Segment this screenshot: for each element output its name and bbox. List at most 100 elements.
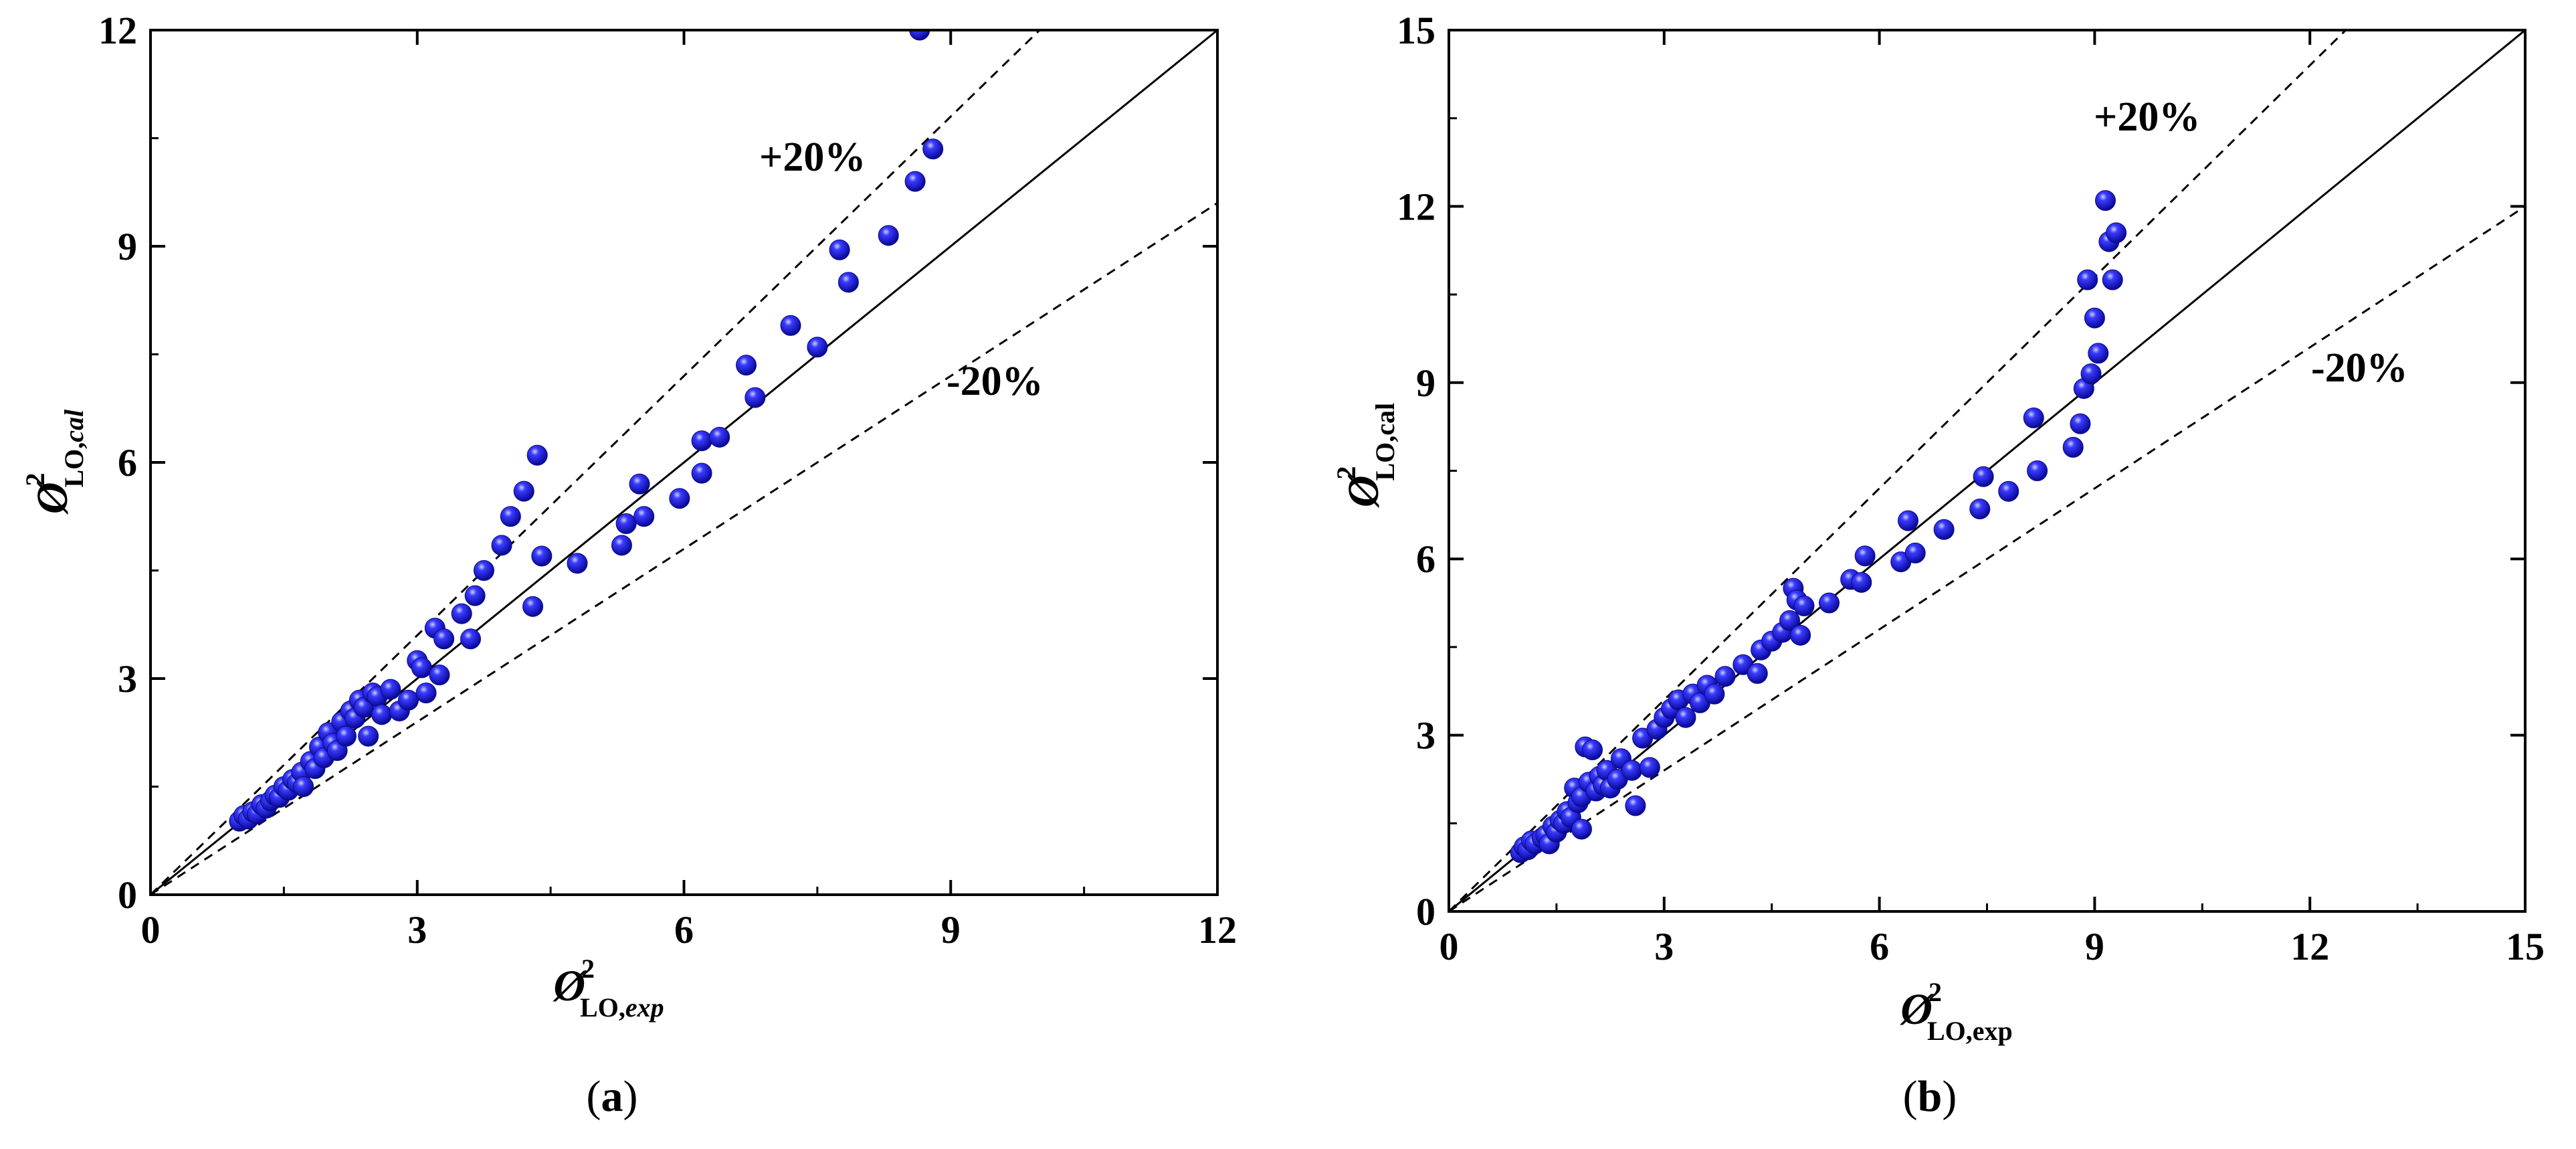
data-point bbox=[526, 444, 548, 466]
x-tick-label: 12 bbox=[1198, 908, 1237, 952]
data-point bbox=[909, 30, 930, 41]
data-point bbox=[2106, 222, 2127, 244]
annotation-minus20: -20% bbox=[2311, 345, 2408, 391]
data-point bbox=[904, 171, 926, 192]
data-point bbox=[2077, 269, 2098, 290]
data-point bbox=[2070, 413, 2091, 434]
data-point bbox=[491, 535, 512, 556]
reference-line-minus20 bbox=[151, 202, 1217, 895]
data-point bbox=[1747, 662, 1768, 684]
data-point bbox=[878, 225, 899, 246]
data-point bbox=[433, 628, 455, 650]
data-point bbox=[807, 337, 828, 358]
reference-line-minus20 bbox=[1449, 205, 2525, 911]
y-tick-label: 0 bbox=[118, 873, 137, 917]
data-point bbox=[451, 603, 472, 624]
data-point bbox=[2084, 307, 2105, 329]
data-point bbox=[2023, 407, 2044, 428]
data-point bbox=[1819, 592, 1840, 614]
data-point bbox=[1973, 466, 1994, 487]
y-tick-label: 12 bbox=[1397, 185, 1435, 228]
data-point bbox=[633, 506, 655, 527]
annotation-plus20: +20% bbox=[759, 135, 866, 180]
data-point bbox=[380, 679, 401, 700]
data-point bbox=[2094, 190, 2116, 211]
x-axis-label: Ø2 LO,exp bbox=[1899, 977, 2012, 1046]
y-tick-label: 3 bbox=[1416, 714, 1435, 758]
y-tick-label: 0 bbox=[1416, 890, 1435, 934]
data-point bbox=[1675, 707, 1696, 728]
data-point bbox=[1621, 760, 1643, 781]
data-point bbox=[1898, 510, 1919, 531]
x-axis-label: Ø2 LO,exp bbox=[552, 954, 664, 1023]
data-point bbox=[1779, 610, 1801, 631]
data-point bbox=[1704, 683, 1725, 705]
x-tick-label: 6 bbox=[674, 908, 694, 952]
panel-b: 0 3 6 9 12 15 0 3 6 9 12 15 +20% -20% Ø2 LO,exp Ø2 LO,cal… bbox=[1331, 9, 2545, 1121]
axis-ticks: 0 3 6 9 12 0 3 6 9 12 bbox=[98, 9, 1237, 952]
data-point bbox=[1639, 757, 1660, 778]
data-point bbox=[464, 585, 486, 606]
x-tick-label: 12 bbox=[2290, 925, 2329, 968]
data-point bbox=[709, 426, 730, 448]
x-tick-label: 0 bbox=[141, 908, 161, 952]
data-point bbox=[2088, 343, 2109, 364]
y-axis-label: Ø2 LO,cal bbox=[1331, 403, 1400, 509]
x-tick-label: 9 bbox=[2085, 925, 2104, 968]
data-point bbox=[1904, 542, 1926, 563]
data-point bbox=[1582, 739, 1603, 761]
annotation-minus20: -20% bbox=[947, 359, 1044, 404]
data-point bbox=[473, 560, 494, 581]
data-point bbox=[2027, 460, 2048, 481]
x-tick-label: 3 bbox=[1654, 925, 1674, 968]
data-point bbox=[615, 513, 637, 535]
y-tick-label: 15 bbox=[1397, 9, 1435, 52]
data-point bbox=[1571, 818, 1592, 840]
x-tick-label: 9 bbox=[941, 908, 961, 952]
y-tick-label: 12 bbox=[98, 9, 137, 52]
data-point bbox=[691, 462, 712, 484]
data-point bbox=[1854, 545, 1876, 567]
data-point bbox=[531, 545, 553, 567]
x-tick-label: 6 bbox=[1870, 925, 1889, 968]
data-point bbox=[736, 355, 757, 376]
y-tick-label: 3 bbox=[118, 657, 137, 701]
data-point bbox=[460, 628, 481, 650]
data-point bbox=[1714, 666, 1736, 687]
data-point bbox=[500, 506, 521, 527]
panel-a: 0 3 6 9 12 0 3 6 9 12 +20% -20% Ø2 LO,exp Ø2 LO,cal (a) bbox=[20, 9, 1237, 1121]
y-tick-label: 9 bbox=[1416, 361, 1435, 405]
data-point bbox=[1793, 595, 1815, 616]
data-point bbox=[1625, 795, 1646, 816]
data-points bbox=[229, 30, 944, 832]
data-point bbox=[522, 596, 544, 617]
data-point bbox=[411, 657, 432, 679]
x-tick-label: 0 bbox=[1440, 925, 1459, 968]
data-point bbox=[2080, 363, 2102, 385]
data-point bbox=[397, 689, 419, 711]
data-point bbox=[780, 315, 801, 336]
data-point bbox=[829, 239, 850, 260]
annotation-plus20: +20% bbox=[2094, 94, 2200, 140]
data-point bbox=[1969, 499, 1991, 520]
axis-ticks: 0 3 6 9 12 15 0 3 6 9 12 15 bbox=[1397, 9, 2545, 968]
data-point bbox=[611, 535, 632, 556]
data-point bbox=[1998, 480, 2019, 502]
data-point bbox=[1851, 571, 1872, 593]
data-point bbox=[1790, 624, 1811, 646]
data-point bbox=[691, 430, 712, 452]
y-tick-label: 9 bbox=[118, 225, 137, 268]
data-point bbox=[745, 387, 766, 408]
data-point bbox=[2102, 269, 2123, 290]
data-point bbox=[371, 704, 393, 725]
data-point bbox=[1933, 519, 1955, 540]
x-tick-label: 15 bbox=[2506, 925, 2545, 968]
data-point bbox=[358, 725, 379, 747]
y-tick-label: 6 bbox=[118, 441, 137, 484]
data-point bbox=[429, 665, 450, 686]
data-points bbox=[1510, 190, 2127, 863]
y-axis-label: Ø2 LO,cal bbox=[20, 409, 89, 515]
panel-caption: (b) bbox=[1903, 1072, 1957, 1121]
x-tick-label: 3 bbox=[407, 908, 427, 952]
